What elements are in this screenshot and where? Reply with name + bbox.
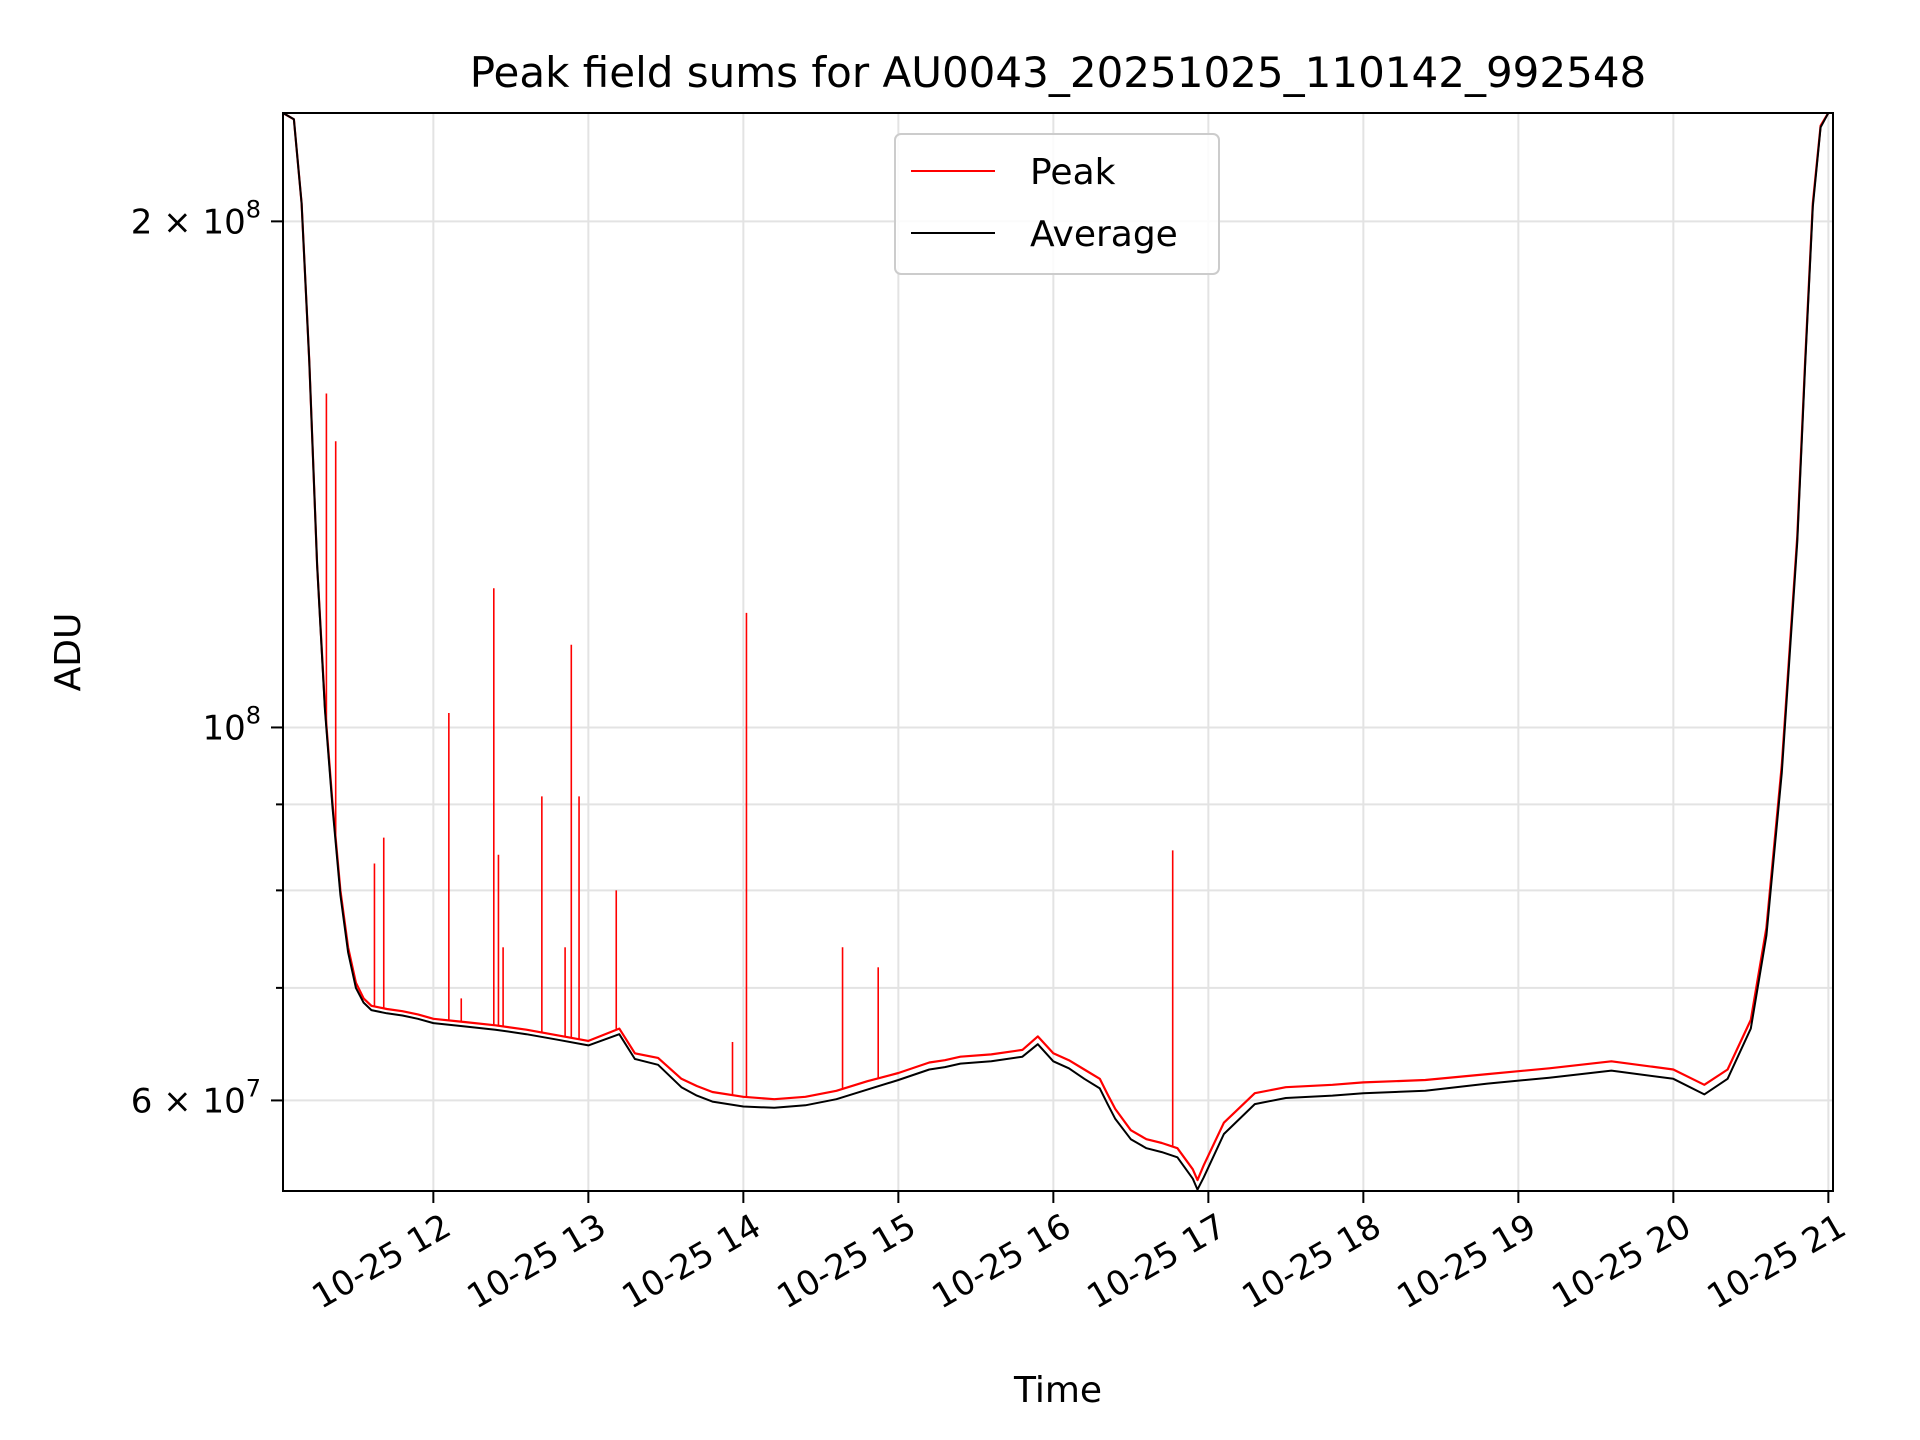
y-axis-label: ADU: [48, 613, 89, 692]
series-line-peak: [282, 112, 1830, 1182]
legend-label-average: Average: [1030, 214, 1178, 255]
legend: Peak Average: [894, 133, 1220, 275]
x-axis-label: Time: [1013, 1370, 1102, 1411]
peak-spikes: [325, 393, 1174, 1147]
plot-area: [282, 112, 1830, 1191]
series-line-average: [282, 112, 1830, 1191]
chart-title: Peak field sums for AU0043_20251025_1101…: [470, 48, 1647, 97]
y-tick-label: 6 × 107: [131, 1074, 261, 1121]
legend-label-peak: Peak: [1030, 152, 1116, 193]
legend-box: [894, 133, 1220, 275]
y-tick-label: 108: [202, 701, 261, 748]
axes-frame: [282, 112, 1834, 1192]
y-tick-label: 2 × 108: [131, 195, 261, 242]
